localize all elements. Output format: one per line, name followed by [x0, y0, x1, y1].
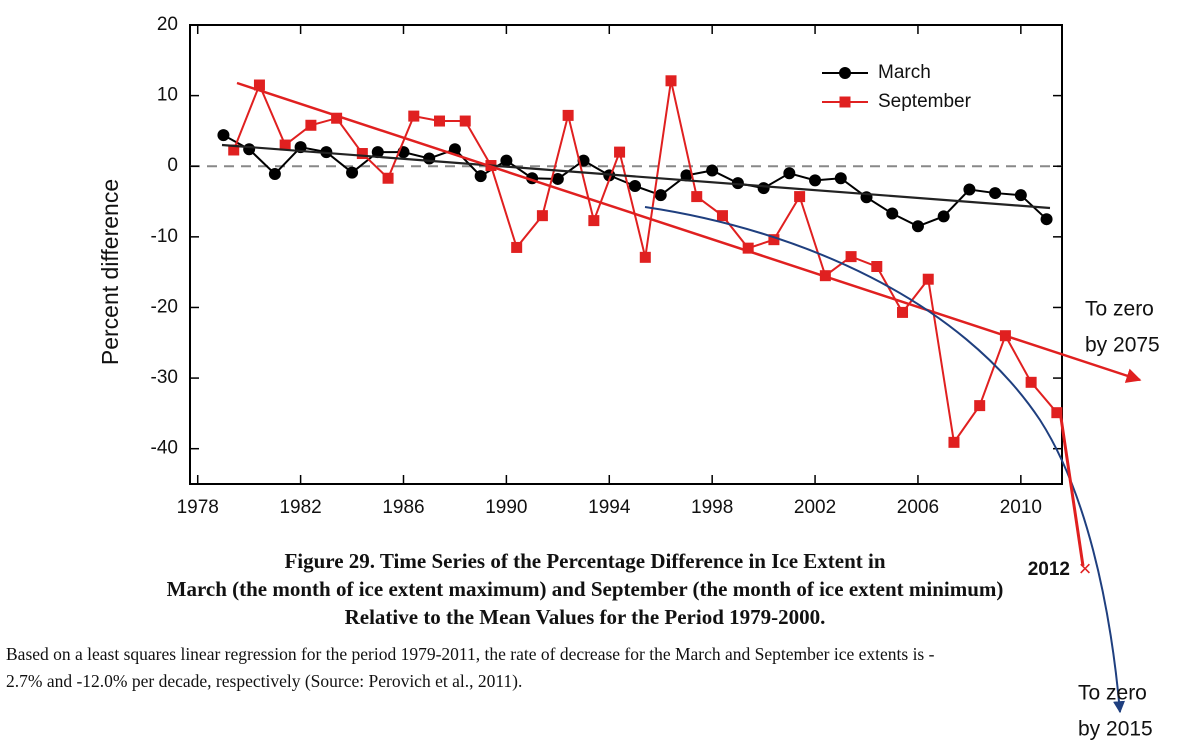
point: [665, 75, 677, 87]
point: [511, 241, 523, 253]
september-trend: [236, 81, 1142, 383]
point: [680, 169, 693, 182]
point: [716, 210, 728, 222]
point: [654, 189, 667, 202]
point: [937, 210, 950, 223]
caption: Relative to the Mean Values for the Peri…: [345, 605, 826, 629]
point: [911, 220, 924, 233]
point: [742, 242, 754, 254]
note: 2.7% and -12.0% per decade, respectively…: [6, 671, 522, 691]
point: [448, 143, 461, 156]
point: [794, 191, 806, 203]
point: [691, 191, 703, 203]
point: [1014, 189, 1027, 202]
point: [536, 210, 548, 222]
point: [922, 273, 934, 285]
y-tick-label: 20: [157, 14, 178, 35]
point: [871, 261, 883, 273]
point: [1051, 407, 1063, 419]
point: [253, 79, 265, 91]
point: [614, 146, 626, 158]
point: [897, 306, 909, 318]
point: [989, 187, 1002, 200]
annotation: 2012: [1028, 559, 1070, 580]
x-tick-label: 1982: [279, 497, 321, 518]
point: [500, 154, 513, 167]
annotation: To zero: [1085, 298, 1154, 321]
point: [217, 129, 230, 142]
point: [268, 167, 281, 180]
annotation: by 2015: [1078, 718, 1153, 741]
point: [629, 180, 642, 193]
point: [948, 436, 960, 448]
point: [243, 143, 256, 156]
y-tick-label: 0: [167, 155, 178, 176]
x-tick-label: 1998: [691, 497, 733, 518]
point: [551, 172, 564, 185]
point: [974, 400, 986, 412]
x-tick-label: 2006: [897, 497, 939, 518]
x-tick-label: 1990: [485, 497, 527, 518]
point: [305, 119, 317, 131]
point: [474, 170, 487, 183]
x-tick-label: 1978: [177, 497, 219, 518]
point: [639, 251, 651, 263]
plot-frame: [189, 24, 1063, 485]
point: [346, 166, 359, 179]
x-tick-label: 2010: [1000, 497, 1042, 518]
point: [331, 112, 343, 124]
point: [1025, 376, 1037, 388]
point: [228, 144, 240, 156]
point: [834, 172, 847, 185]
point: [408, 110, 420, 122]
x-tick-label: 1994: [588, 497, 631, 518]
point: [371, 146, 384, 159]
projection-2012: [1058, 410, 1085, 567]
x-mark: ×: [1079, 556, 1092, 581]
note: Based on a least squares linear regressi…: [6, 644, 935, 664]
point: [356, 148, 368, 160]
legend-label: March: [878, 62, 931, 83]
march-trend: [221, 143, 1051, 210]
legend-label: September: [878, 91, 972, 112]
point: [757, 182, 770, 195]
x-tick-label: 1986: [382, 497, 424, 518]
point: [562, 109, 574, 121]
point: [839, 67, 851, 79]
caption: Figure 29. Time Series of the Percentage…: [284, 549, 885, 573]
point: [886, 207, 899, 220]
point: [839, 96, 851, 108]
projection-curve: [644, 206, 1126, 714]
y-tick-label: 10: [157, 85, 178, 106]
point: [706, 164, 719, 177]
annotation: To zero: [1078, 682, 1147, 705]
y-tick-label: -20: [151, 296, 178, 317]
y-axis-label: Percent difference: [97, 179, 123, 365]
point: [434, 115, 446, 127]
point: [963, 183, 976, 196]
point: [279, 139, 291, 151]
y-tick-label: -10: [151, 226, 178, 247]
x-tick-label: 2002: [794, 497, 836, 518]
point: [588, 215, 600, 227]
point: [783, 167, 796, 180]
point: [423, 152, 436, 165]
point: [768, 234, 780, 246]
y-tick-label: -30: [151, 367, 178, 388]
annotation: by 2075: [1085, 334, 1160, 357]
point: [845, 251, 857, 263]
point: [459, 115, 471, 127]
point: [1040, 213, 1053, 226]
point: [809, 174, 822, 187]
caption: March (the month of ice extent maximum) …: [167, 577, 1004, 601]
y-tick-label: -40: [151, 438, 178, 459]
point: [382, 172, 394, 184]
